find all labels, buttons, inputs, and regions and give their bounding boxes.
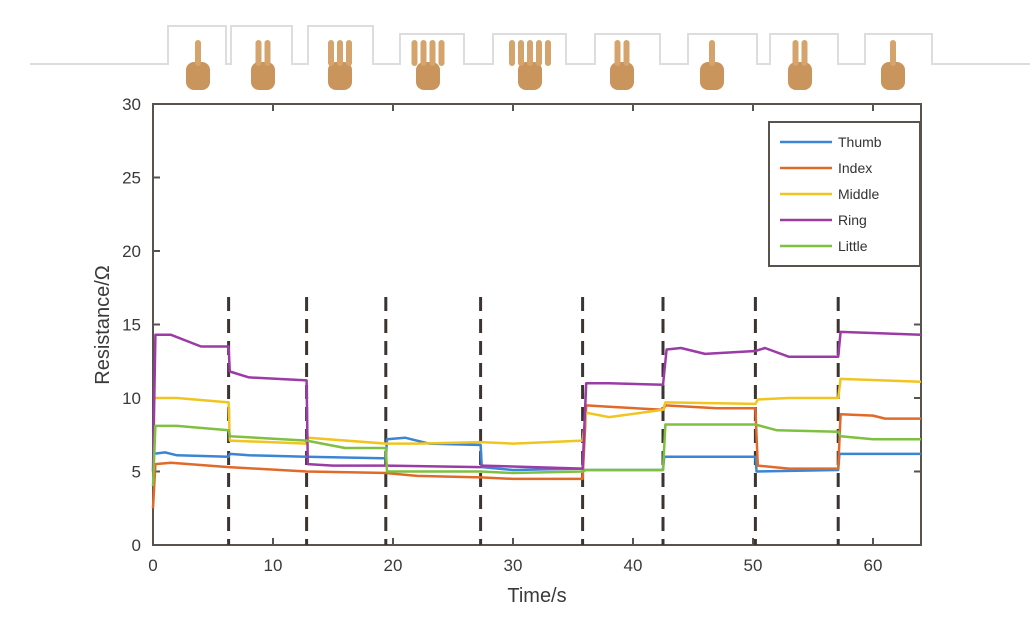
series-index (151, 404, 921, 509)
hand-gesture-icon (509, 40, 551, 90)
y-tick-label: 30 (122, 95, 141, 114)
legend-label: Ring (838, 212, 867, 228)
hand-gesture-icon (411, 40, 445, 90)
x-tick-label: 50 (744, 556, 763, 575)
hand-gesture-icon (610, 40, 634, 90)
x-tick-label: 10 (264, 556, 283, 575)
x-tick-label: 0 (148, 556, 157, 575)
legend: Thumb Index Middle Ring Little (768, 121, 921, 267)
y-axis-label: Resistance/Ω (92, 265, 114, 384)
legend-label: Thumb (838, 134, 882, 150)
x-tick-label: 30 (504, 556, 523, 575)
x-tick-label: 60 (864, 556, 883, 575)
series-little (151, 423, 921, 487)
y-tick-label: 10 (122, 389, 141, 408)
legend-label: Index (838, 160, 872, 176)
axis-ticks: 0 10 20 30 40 50 60 0 5 10 15 20 25 30 (122, 95, 921, 575)
y-tick-label: 15 (122, 316, 141, 335)
hand-gesture-icon (881, 40, 905, 90)
hand-gesture-icon (328, 40, 352, 90)
hand-gesture-icon (251, 40, 275, 90)
hand-gesture-icon (700, 40, 724, 90)
series-lines (151, 330, 922, 509)
y-tick-label: 25 (122, 169, 141, 188)
gesture-step-signal (30, 25, 1030, 65)
y-tick-label: 20 (122, 242, 141, 261)
y-tick-label: 5 (132, 463, 141, 482)
gesture-strip (30, 25, 1030, 90)
hand-gesture-icon (186, 40, 210, 90)
legend-label: Middle (838, 186, 879, 202)
x-tick-label: 40 (624, 556, 643, 575)
y-tick-label: 0 (132, 536, 141, 555)
series-ring (151, 330, 922, 472)
series-thumb (152, 436, 921, 473)
legend-label: Little (838, 238, 868, 254)
x-axis-label: Time/s (507, 585, 566, 607)
x-tick-label: 20 (384, 556, 403, 575)
hand-gesture-icon (788, 40, 812, 90)
